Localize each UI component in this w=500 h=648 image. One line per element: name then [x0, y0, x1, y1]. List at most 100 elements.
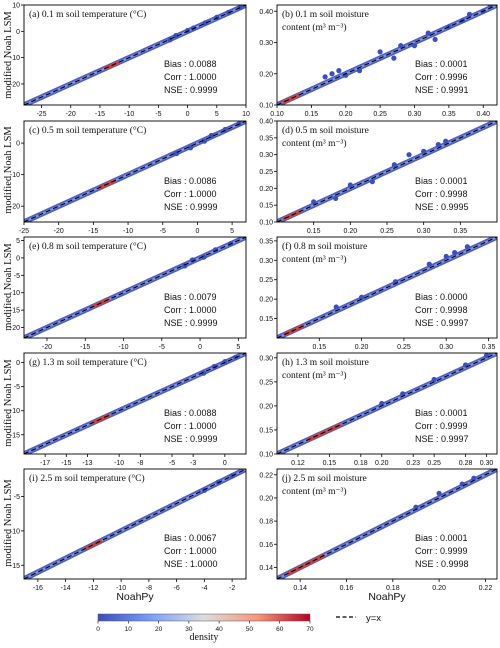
data-point [333, 304, 339, 310]
data-point [471, 475, 477, 481]
axes-frame [23, 4, 247, 106]
corr-stat: Corr : 1.0000 [164, 189, 217, 199]
colorbar-label: density [190, 632, 219, 643]
y-tick-label: 0 [16, 141, 20, 148]
data-point [359, 294, 365, 300]
nse-stat: NSE : 0.9999 [164, 85, 218, 95]
nse-stat: NSE : 0.9999 [164, 318, 218, 328]
panel-c: -25 -20 -15 -10 -5 0 5 -20 -10 0 (c) 0.5 m soil te… [10, 120, 247, 235]
data-point [201, 254, 207, 260]
x-tick-label: 0.20 [432, 585, 446, 592]
panel-title: (d) 0.5 m soil moisture [282, 125, 369, 136]
data-point [237, 5, 243, 10]
x-tick-label: -14 [61, 585, 71, 592]
x-tick-label: 0 [198, 344, 202, 351]
x-tick-label: -5 [155, 111, 161, 118]
data-point [329, 71, 335, 77]
data-point [333, 195, 339, 202]
x-tick-label: -10 [118, 344, 128, 351]
y-tick-label: 0.30 [259, 258, 273, 265]
data-point [431, 376, 437, 383]
y-tick-label: 0.16 [259, 542, 273, 549]
x-tick-label: 0.15 [323, 460, 337, 467]
data-point [406, 152, 412, 158]
y-tick-label: 0.35 [259, 135, 273, 142]
x-tick-label: 5 [230, 228, 234, 235]
data-point [425, 30, 431, 36]
colorbar-tick-label: 40 [216, 626, 224, 633]
x-tick-label: -8 [146, 585, 152, 592]
plot-area-f [277, 237, 497, 338]
panel-d: 0.15 0.20 0.25 0.30 0.35 0.10 0.15 0.20 0.25 0.30… [259, 119, 498, 235]
plot-area-j [277, 469, 497, 579]
y-tick-label: 0 [16, 360, 20, 367]
x-tick-label: 5 [236, 344, 240, 351]
bias-stat: Bias : 0.0001 [415, 176, 468, 186]
x-tick-label: 0.18 [386, 585, 400, 592]
corr-stat: Corr : 1.0000 [164, 546, 217, 556]
x-tick-label: -15 [80, 344, 90, 351]
data-point [443, 138, 449, 144]
x-tick-label: -15 [61, 460, 71, 467]
data-point [336, 68, 342, 74]
reference-line [24, 353, 246, 454]
corr-stat: Corr : 0.9998 [415, 305, 468, 315]
y-tick-label: 0.25 [259, 277, 273, 284]
x-tick-label: 0.14 [293, 585, 307, 592]
data-point [187, 145, 194, 151]
data-point [464, 244, 470, 250]
y-tick-label: -5 [14, 494, 20, 501]
data-point [435, 141, 441, 148]
data-point [452, 249, 458, 256]
reference-line [24, 237, 246, 338]
axes-frame [276, 352, 498, 455]
plot-area-a [24, 5, 246, 105]
bias-stat: Bias : 0.0079 [164, 292, 217, 302]
y-tick-label: 0.20 [259, 297, 273, 304]
x-tick-label: 0.20 [339, 111, 353, 118]
data-point [443, 253, 449, 260]
x-tick-label: 0.25 [397, 344, 411, 351]
x-tick-label: 0.25 [373, 111, 387, 118]
colorbar-gradient [97, 613, 311, 622]
y-tick-label: 0.25 [259, 169, 273, 176]
y-tick-label: -5 [14, 384, 20, 391]
y-tick-label: -10 [10, 172, 20, 179]
panel-title: content (m³ m⁻³) [282, 138, 347, 149]
bias-stat: Bias : 0.0001 [415, 59, 468, 69]
x-tick-label: -4 [201, 585, 207, 592]
x-tick-label: 0.16 [340, 585, 354, 592]
panel-title: (b) 0.1 m soil moisture [282, 9, 369, 20]
x-tick-label: 0 [186, 111, 190, 118]
y-tick-label: 0.20 [259, 403, 273, 410]
x-tick-label: -17 [40, 460, 50, 467]
x-tick-label: -10 [123, 228, 133, 235]
axis-labels: modified Noah LSM modified Noah LSM modifi… [3, 11, 406, 603]
panel-title: (e) 0.8 m soil temperature (°C) [29, 241, 146, 252]
panel-title: content (m³ m⁻³) [282, 22, 347, 33]
panel-title: (h) 1.3 m soil moisture [282, 357, 369, 368]
x-tick-label: 0.20 [375, 460, 389, 467]
x-tick-label: 0.30 [439, 344, 453, 351]
y-tick-label: -15 [10, 432, 20, 439]
y-tick-label: -15 [10, 563, 20, 570]
panel-title: (i) 2.5 m soil temperature (°C) [29, 473, 145, 484]
axes-frame [276, 4, 498, 106]
plot-area-c [24, 121, 246, 222]
data-point [311, 199, 317, 205]
x-tick-label: 0.25 [427, 460, 441, 467]
colorbar: 0 10 20 30 40 50 60 70 density [96, 613, 314, 643]
data-point [356, 68, 363, 74]
x-axis-label-right: NoahPy [368, 591, 406, 603]
x-tick-label: -13 [82, 460, 92, 467]
y-tick-label: 0.40 [259, 9, 273, 16]
y-tick-label: 0.10 [259, 103, 273, 110]
y-tick-label: 0.15 [259, 427, 273, 434]
x-tick-label: -10 [114, 460, 124, 467]
reference-line [277, 5, 497, 105]
y-tick-label: 0.15 [259, 316, 273, 323]
colorbar-tick-label: 60 [276, 626, 284, 633]
panel-f: 0.15 0.20 0.25 0.30 0.35 0.15 0.20 0.25 0.30 0.35… [259, 236, 498, 351]
x-tick-label: 0.18 [354, 460, 368, 467]
nse-stat: NSE : 0.9999 [164, 202, 218, 212]
